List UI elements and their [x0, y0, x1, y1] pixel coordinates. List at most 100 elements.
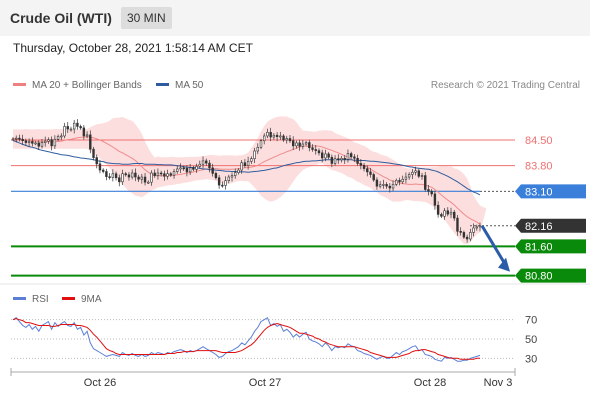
candle-body: [118, 177, 121, 183]
forecast-arrow-head: [498, 257, 510, 272]
candle-body: [324, 153, 327, 159]
level-label-80-80: 80.80: [525, 271, 553, 283]
candle-body: [163, 173, 166, 177]
candle-body: [98, 163, 102, 171]
candle-body: [269, 132, 272, 138]
candle-body: [137, 176, 140, 180]
instrument-title: Crude Oil (WTI): [10, 10, 112, 26]
candle-body: [221, 184, 224, 187]
candle-body: [15, 137, 18, 140]
candle-body: [121, 173, 124, 183]
candle-body: [282, 135, 285, 141]
candle-body: [288, 138, 292, 142]
level-tag-81-60: 81.60: [515, 239, 586, 254]
candle-body: [44, 140, 47, 143]
candle-body: [304, 142, 308, 145]
candle-body: [298, 142, 301, 147]
candle-body: [111, 173, 115, 178]
candle-body: [124, 173, 127, 176]
level-tag-bg: [515, 268, 586, 283]
candle-body: [169, 173, 173, 176]
candle-body: [395, 180, 398, 185]
candle-body: [211, 167, 214, 174]
rsi-level-label: 70: [525, 315, 537, 327]
candle-body: [414, 170, 417, 173]
candle-body: [449, 211, 453, 215]
candle-body: [327, 153, 330, 158]
candle-body: [21, 138, 24, 142]
candle-body: [443, 210, 446, 217]
candle-body: [320, 152, 324, 159]
candle-body: [340, 158, 343, 161]
candle-body: [436, 204, 440, 215]
candle-body: [179, 167, 182, 170]
bollinger-band: [13, 116, 487, 245]
candle-body: [79, 126, 82, 129]
candle-body: [27, 141, 31, 143]
candle-body: [205, 160, 208, 164]
candle-body: [37, 142, 40, 147]
rsi-level-label: 50: [525, 334, 537, 346]
candle-body: [263, 135, 266, 142]
candle-body: [188, 167, 192, 173]
candle-body: [459, 231, 462, 233]
candle-body: [353, 156, 356, 159]
candle-body: [398, 180, 401, 183]
candle-body: [217, 177, 221, 186]
candle-body: [105, 171, 108, 177]
candle-body: [372, 174, 375, 181]
level-label-81-60: 81.60: [525, 241, 553, 253]
candle-body: [446, 210, 449, 215]
candle-body: [424, 175, 427, 190]
x-tick-label: Oct 28: [414, 377, 446, 389]
candles: [11, 119, 482, 243]
candle-body: [150, 172, 153, 183]
candle-body: [356, 158, 359, 164]
candle-body: [266, 132, 269, 137]
candle-body: [134, 172, 137, 178]
timeframe-badge[interactable]: 30 MIN: [121, 7, 172, 29]
candle-body: [456, 217, 459, 232]
legend-ma9: 9MA: [62, 294, 102, 305]
legend-ma50-label: MA 50: [175, 80, 204, 91]
legend-rsi: RSI: [13, 294, 49, 305]
candle-body: [195, 166, 198, 170]
legend-ma50: MA 50: [156, 80, 203, 91]
candle-body: [465, 236, 469, 240]
candle-body: [440, 214, 443, 217]
candle-body: [76, 122, 79, 127]
level-tag-82-16: 82.16: [515, 218, 586, 233]
candle-body: [237, 169, 240, 173]
level-tag-bg: [515, 184, 586, 199]
candle-body: [391, 184, 395, 189]
candle-body: [172, 171, 176, 176]
candle-body: [143, 176, 147, 183]
legend-bollinger: MA 20 + Bollinger Bands: [13, 80, 142, 91]
candle-body: [156, 172, 160, 176]
rsi-ma9-line: [12, 318, 480, 360]
candle-body: [362, 165, 366, 169]
candle-body: [192, 167, 195, 170]
candle-body: [176, 168, 179, 172]
candle-body: [404, 176, 408, 180]
level-tag-bg: [515, 239, 586, 254]
candle-body: [253, 150, 256, 159]
copyright: Research © 2021 Trading Central: [430, 80, 580, 91]
candle-body: [385, 184, 388, 187]
header-bar: Crude Oil (WTI) 30 MIN: [0, 0, 590, 36]
candle-body: [366, 168, 369, 173]
candle-body: [153, 172, 156, 176]
legend-ma9-label: 9MA: [81, 294, 102, 305]
candle-body: [259, 140, 263, 148]
candle-body: [140, 176, 144, 180]
candle-body: [185, 167, 189, 173]
candle-body: [472, 227, 475, 233]
candle-body: [378, 184, 382, 187]
candle-body: [230, 175, 234, 178]
x-tick-label: Nov 3: [484, 377, 513, 389]
candle-body: [250, 158, 253, 162]
timestamp: Thursday, October 28, 2021 1:58:14 AM CE…: [13, 41, 253, 55]
candle-body: [60, 135, 63, 138]
candle-body: [147, 181, 150, 184]
candle-body: [349, 153, 353, 158]
